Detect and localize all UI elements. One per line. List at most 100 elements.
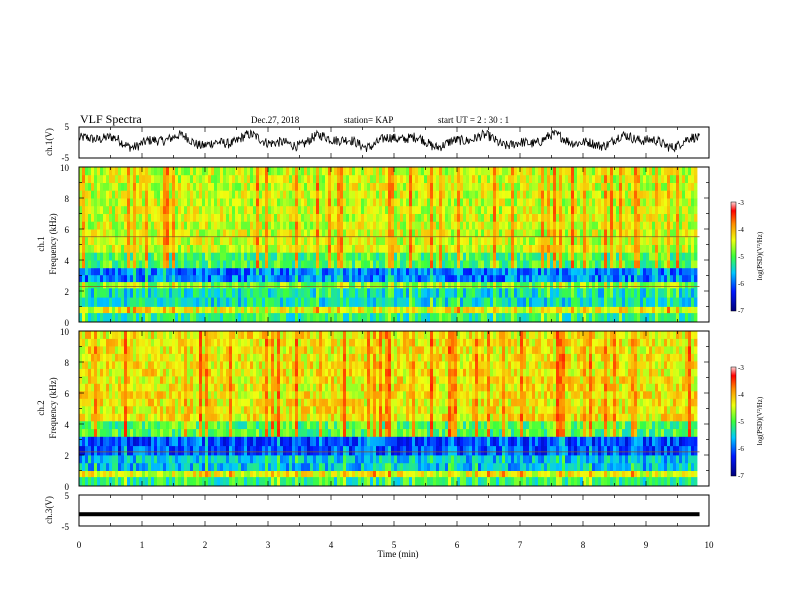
spectrogram-cell [142, 213, 146, 222]
spectrogram-cell [181, 436, 185, 447]
spectrogram-cell [430, 287, 434, 298]
spectrogram-cell [529, 281, 533, 289]
spectrogram-cell [166, 190, 170, 199]
spectrogram-cell [253, 267, 257, 276]
spectrogram-cell [256, 252, 260, 261]
spectrogram-cell [268, 260, 272, 269]
spectrogram-cell [646, 244, 650, 253]
spectrogram-cell [421, 205, 425, 214]
spectrogram-cell [400, 274, 404, 283]
spectrogram-cell [577, 221, 581, 230]
spectrogram-cell [403, 287, 407, 298]
spectrogram-cell [292, 221, 296, 230]
spectrogram-cell [415, 182, 419, 191]
spectrogram-cell [625, 236, 629, 245]
spectrogram-cell [346, 182, 350, 191]
spectrogram-cell [643, 229, 647, 238]
spectrogram-cell [175, 420, 179, 430]
spectrogram-cell [457, 182, 461, 191]
spectrogram-cell [619, 205, 623, 214]
spectrogram-cell [145, 436, 149, 447]
spectrogram-cell [121, 375, 125, 384]
spectrogram-cell [88, 198, 92, 207]
spectrogram-cell [262, 205, 266, 214]
spectrogram-cell [112, 229, 116, 238]
spectrogram-cell [400, 198, 404, 207]
spectrogram-cell [151, 267, 155, 276]
spectrogram-cell [139, 274, 143, 283]
spectrogram-cell [589, 182, 593, 191]
spectrogram-cell [130, 252, 134, 261]
spectrogram-cell [229, 190, 233, 199]
spectrogram-cell [400, 213, 404, 222]
spectrogram-cell [586, 306, 590, 314]
spectrogram-cell [607, 229, 611, 238]
spectrogram-cell [211, 287, 215, 298]
spectrogram-cell [358, 236, 362, 245]
spectrogram-cell [187, 445, 191, 456]
spectrogram-cell [553, 229, 557, 238]
spectrogram-cell [577, 174, 581, 183]
spectrogram-cell [160, 346, 164, 354]
spectrogram-cell [376, 244, 380, 253]
spectrogram-cell [91, 398, 95, 407]
spectrogram-cell [154, 281, 158, 289]
spectrogram-cell [613, 252, 617, 261]
spectrogram-cell [535, 312, 539, 323]
spectrogram-cell [253, 252, 257, 261]
spectrogram-cell [532, 198, 536, 207]
spectrogram-cell [385, 274, 389, 283]
spectrogram-cell [406, 213, 410, 222]
spectrogram-cell [619, 182, 623, 191]
spectrogram-cell [547, 174, 551, 183]
spectrogram-cell [676, 174, 680, 183]
spectrogram-cell [340, 287, 344, 298]
spectrogram-cell [205, 229, 209, 238]
spectrogram-cell [163, 252, 167, 261]
spectrogram-cell [160, 476, 164, 487]
spectrogram-cell [79, 361, 83, 369]
spectrogram-cell [304, 229, 308, 238]
spectrogram-cell [190, 236, 194, 245]
spectrogram-cell [571, 229, 575, 238]
spectrogram-cell [241, 252, 245, 261]
spectrogram-cell [85, 445, 89, 456]
spectrogram-cell [556, 244, 560, 253]
spectrogram-cell [136, 405, 140, 414]
spectrogram-cell [142, 267, 146, 276]
spectrogram-cell [595, 229, 599, 238]
spectrogram-cell [388, 244, 392, 253]
spectrogram-cell [109, 462, 113, 471]
spectrogram-cell [325, 213, 329, 222]
spectrogram-cell [202, 174, 206, 183]
spectrogram-cell [589, 267, 593, 276]
spectrogram-cell [82, 167, 86, 176]
spectrogram-cell [193, 297, 197, 307]
spectrogram-cell [277, 190, 281, 199]
spectrogram-cell [163, 436, 167, 447]
spectrogram-cell [568, 213, 572, 222]
spectrogram-cell [400, 252, 404, 261]
spectrogram-cell [139, 281, 143, 289]
spectrogram-cell [322, 297, 326, 307]
spectrogram-cell [448, 198, 452, 207]
ch1-ytick-bottom: -5 [62, 153, 70, 163]
spectrogram-cell [142, 338, 146, 347]
spectrogram-cell [682, 281, 686, 289]
spectrogram-cell [568, 190, 572, 199]
spectrogram-cell [676, 274, 680, 283]
spectrogram-cell [361, 213, 365, 222]
spectrogram-cell [154, 167, 158, 176]
spectrogram-cell [265, 252, 269, 261]
spectrogram-cell [298, 182, 302, 191]
spectrogram-cell [172, 281, 176, 289]
spectrogram-cell [547, 229, 551, 238]
spectrogram-cell [208, 213, 212, 222]
spectrogram-cell [499, 287, 503, 298]
spectrogram-cell [130, 182, 134, 191]
spectrogram-cell [217, 167, 221, 176]
spectrogram-cell [352, 260, 356, 269]
spectrogram-cell [85, 312, 89, 323]
spectrogram-cell [655, 182, 659, 191]
spectrogram-cell [127, 221, 131, 230]
